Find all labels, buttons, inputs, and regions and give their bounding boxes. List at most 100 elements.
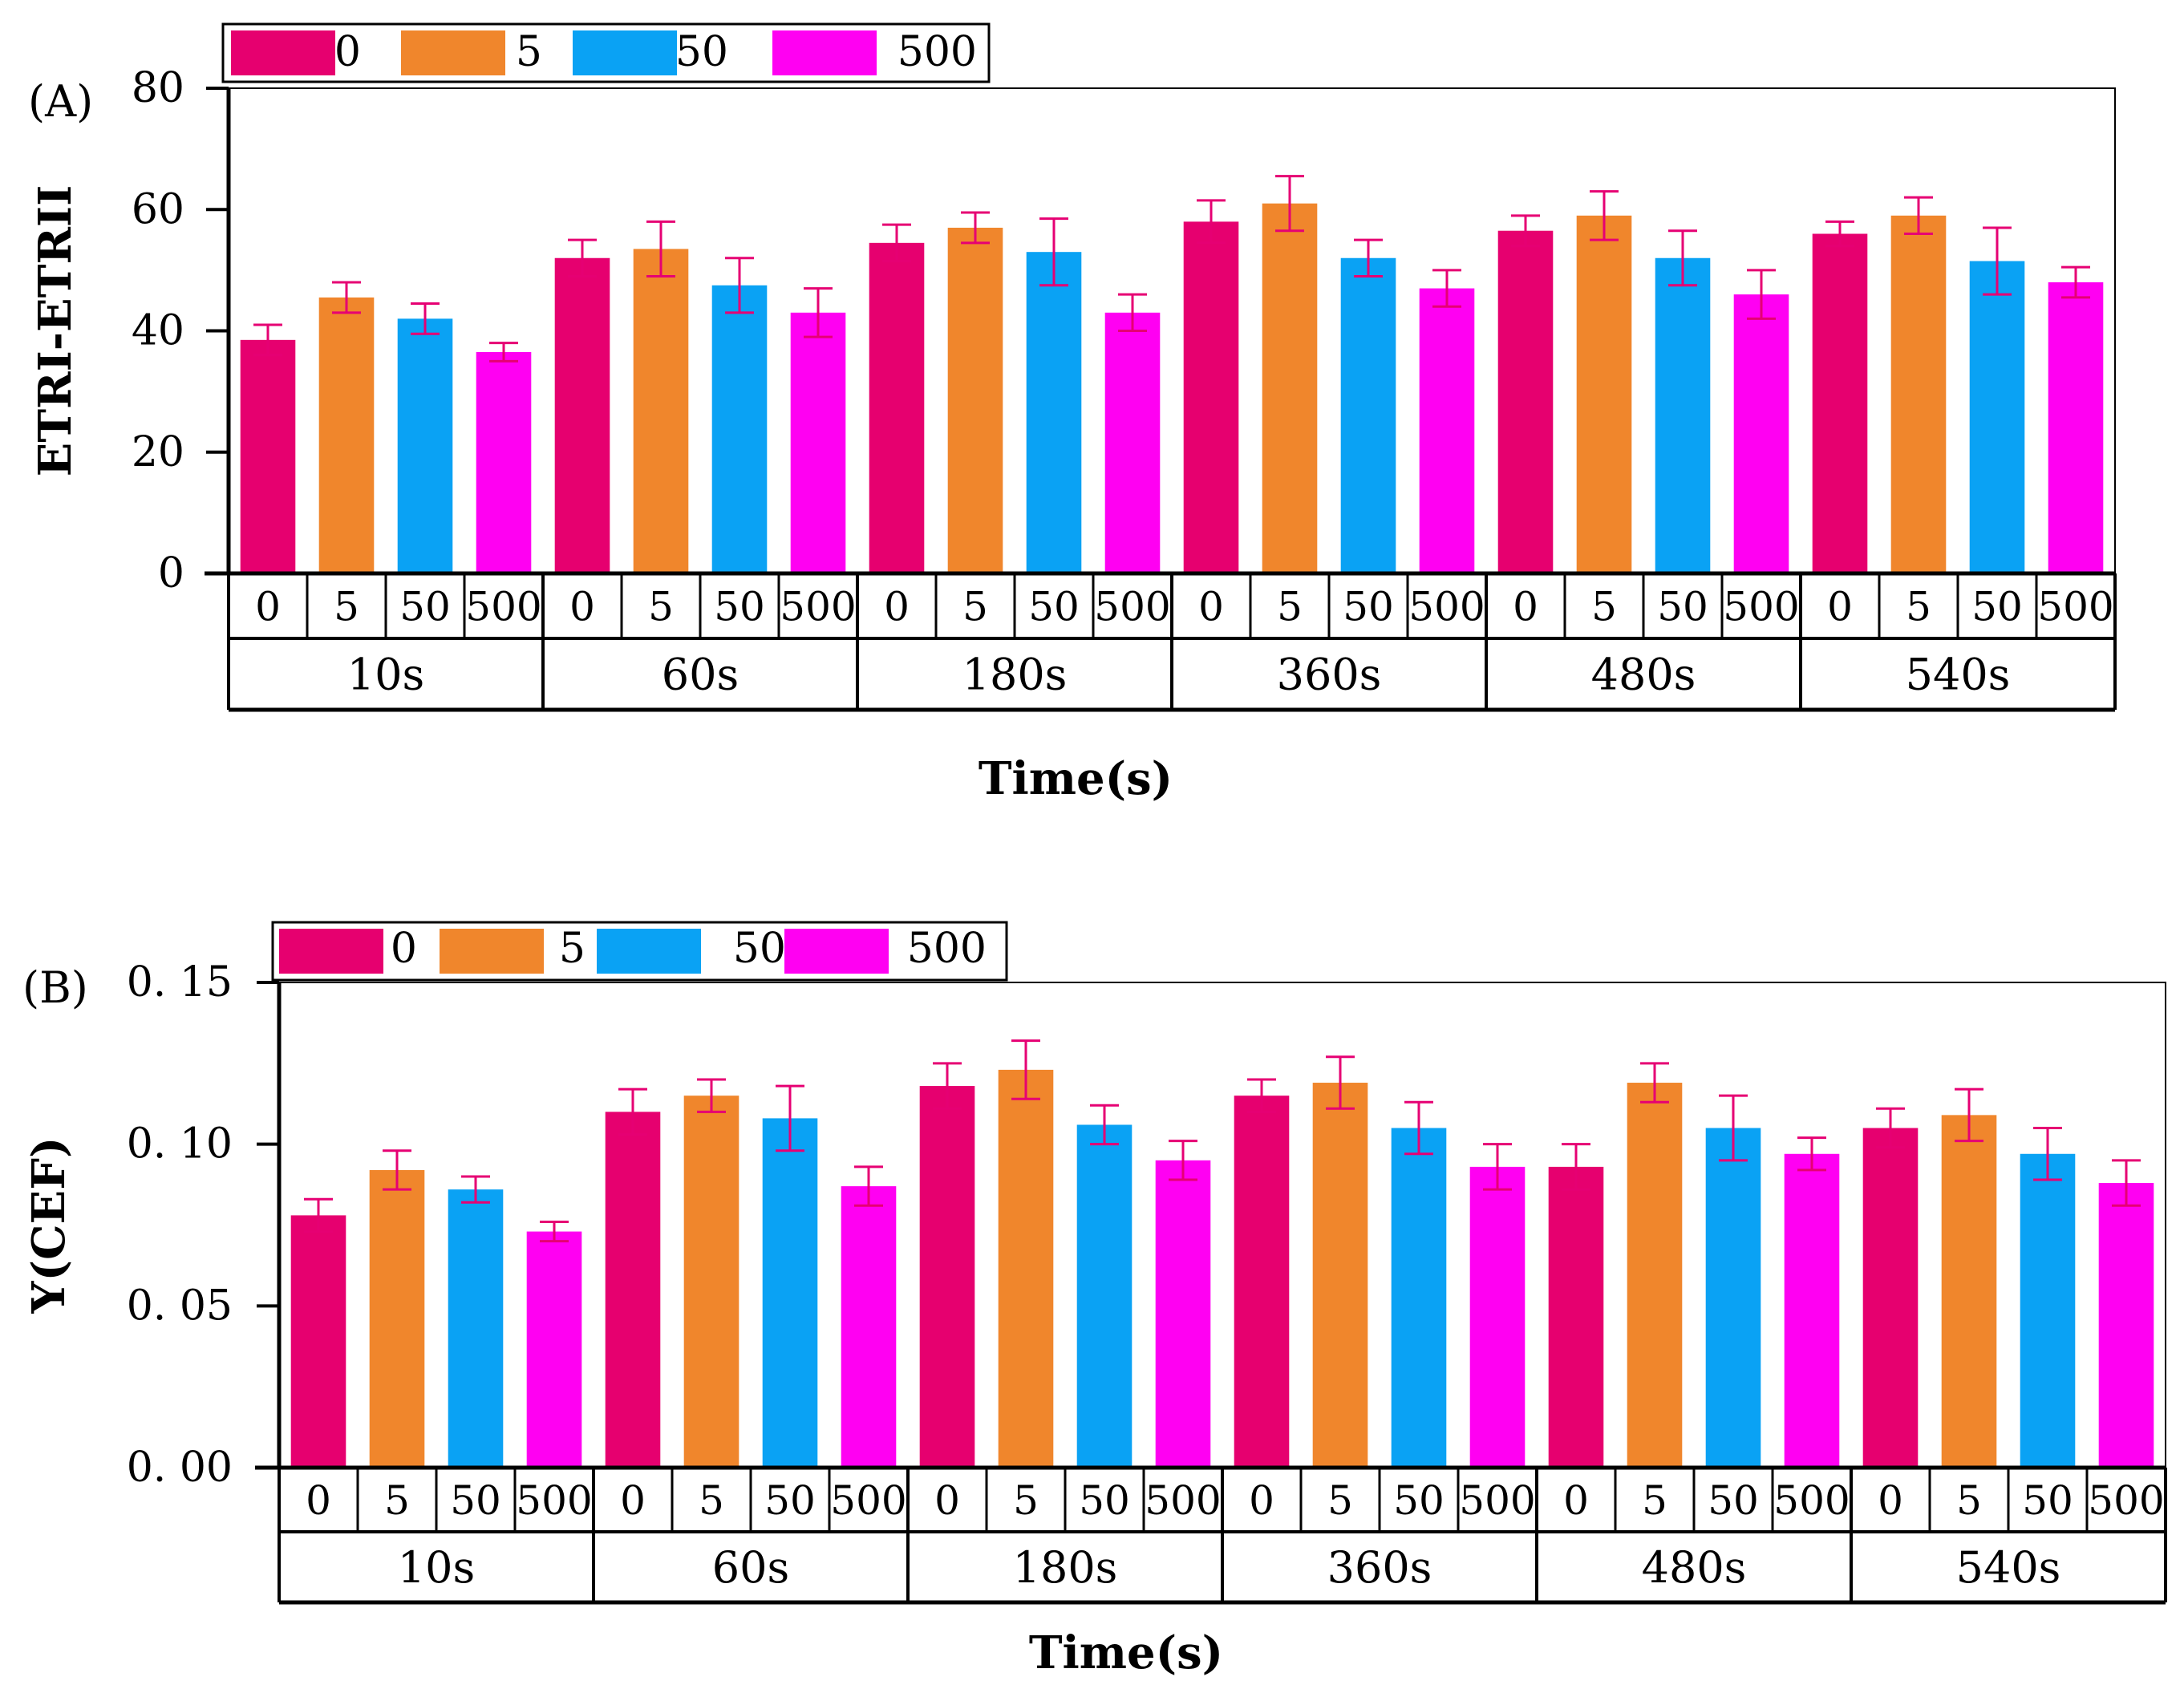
sub-category-label: 0 <box>569 584 595 630</box>
bar-0-10s <box>240 339 296 573</box>
y-tick-label: 80 <box>132 64 184 112</box>
sub-category-label: 50 <box>450 1477 501 1524</box>
bar-50-180s <box>1026 252 1082 573</box>
legend-label: 5 <box>559 925 586 973</box>
sub-category-label: 500 <box>780 584 856 630</box>
sub-category-label: 0 <box>934 1477 960 1524</box>
y-tick-label: 0. 10 <box>127 1120 233 1169</box>
sub-category-label: 0 <box>1198 584 1224 630</box>
bar-50-480s <box>1705 1128 1761 1468</box>
legend-label: 500 <box>898 28 977 76</box>
sub-category-label: 5 <box>1013 1477 1039 1524</box>
sub-category-label: 0 <box>1878 1477 1903 1524</box>
sub-category-label: 5 <box>648 584 674 630</box>
group-label: 480s <box>1591 650 1696 700</box>
bar-0-540s <box>1812 233 1868 573</box>
legend-swatch-5 <box>401 30 505 75</box>
bar-5-10s <box>369 1169 425 1468</box>
legend-swatch-500 <box>772 30 877 75</box>
sub-category-label: 0 <box>884 584 910 630</box>
sub-category-label: 0 <box>620 1477 646 1524</box>
sub-category-label: 500 <box>1773 1477 1850 1524</box>
legend-swatch-500 <box>784 929 889 974</box>
legend-label: 50 <box>675 28 728 76</box>
sub-category-label: 50 <box>2022 1477 2073 1524</box>
sub-category-label: 5 <box>1591 584 1617 630</box>
bar-0-180s <box>919 1086 975 1468</box>
legend-swatch-0 <box>231 30 335 75</box>
sub-category-label: 5 <box>1327 1477 1353 1524</box>
sub-category-label: 50 <box>1657 584 1708 630</box>
bar-50-60s <box>711 285 768 573</box>
bar-500-480s <box>1784 1153 1840 1468</box>
sub-category-label: 5 <box>1277 584 1303 630</box>
legend-swatch-5 <box>440 929 544 974</box>
legend: 0 5 50 500 <box>221 22 991 83</box>
sub-category-label: 0 <box>306 1477 331 1524</box>
sub-category-label: 500 <box>1723 584 1799 630</box>
bar-500-180s <box>1104 312 1161 573</box>
y-tick-label: 0. 05 <box>127 1282 233 1330</box>
panel-label: (A) <box>28 76 93 127</box>
legend: 0 5 50 500 <box>271 921 1008 982</box>
sub-category-label: 0 <box>1513 584 1538 630</box>
sub-category-label: 0 <box>1249 1477 1274 1524</box>
group-label: 60s <box>662 650 739 700</box>
legend-label: 500 <box>907 925 987 973</box>
legend-swatch-0 <box>279 929 383 974</box>
bar-5-360s <box>1262 203 1318 573</box>
legend-label: 5 <box>516 28 542 76</box>
y-axis-title: Y(CEF) <box>22 1137 75 1314</box>
sub-category-label: 5 <box>334 584 359 630</box>
y-tick-label: 40 <box>132 307 184 355</box>
sub-category-label: 50 <box>714 584 765 630</box>
sub-category-label: 50 <box>1343 584 1394 630</box>
sub-category-label: 5 <box>1906 584 1931 630</box>
bar-5-480s <box>1627 1083 1683 1468</box>
sub-category-label: 0 <box>1563 1477 1589 1524</box>
x-axis-title: Time(s) <box>1029 1626 1223 1679</box>
legend-swatch-50 <box>597 929 701 974</box>
sub-category-label: 5 <box>962 584 988 630</box>
bar-50-540s <box>2020 1153 2076 1468</box>
bar-50-360s <box>1340 257 1396 573</box>
group-label: 360s <box>1327 1542 1432 1593</box>
legend-swatch-50 <box>573 30 677 75</box>
sub-category-label: 500 <box>830 1477 906 1524</box>
bar-5-10s <box>318 297 375 573</box>
bar-0-10s <box>290 1215 346 1468</box>
legend-label: 0 <box>334 28 361 76</box>
sub-category-label: 5 <box>699 1477 724 1524</box>
group-label: 10s <box>347 650 424 700</box>
bar-500-60s <box>841 1186 897 1468</box>
bar-5-180s <box>947 227 1003 573</box>
bar-0-60s <box>605 1112 661 1468</box>
sub-category-label: 500 <box>1459 1477 1535 1524</box>
panel-label: (B) <box>22 962 88 1013</box>
bar-0-480s <box>1548 1166 1604 1468</box>
bar-5-60s <box>683 1096 739 1468</box>
sub-category-label: 500 <box>1094 584 1170 630</box>
group-label: 60s <box>712 1542 789 1593</box>
group-label: 180s <box>962 650 1068 700</box>
sub-category-label: 0 <box>1827 584 1853 630</box>
group-label: 10s <box>398 1542 475 1593</box>
bar-0-60s <box>554 257 610 573</box>
bar-500-360s <box>1469 1166 1526 1468</box>
y-tick-label: 0 <box>158 549 184 597</box>
group-label: 360s <box>1277 650 1382 700</box>
sub-category-label: 50 <box>1971 584 2023 630</box>
sub-category-label: 500 <box>465 584 541 630</box>
bar-0-360s <box>1183 221 1239 573</box>
bar-500-10s <box>476 351 532 573</box>
sub-category-label: 5 <box>1642 1477 1667 1524</box>
group-label: 540s <box>1956 1542 2061 1593</box>
bar-0-180s <box>869 242 925 573</box>
bar-500-10s <box>526 1231 582 1468</box>
y-tick-label: 60 <box>132 185 184 233</box>
bar-500-540s <box>2048 282 2104 573</box>
bar-50-480s <box>1655 257 1711 573</box>
x-axis-title: Time(s) <box>979 752 1173 805</box>
